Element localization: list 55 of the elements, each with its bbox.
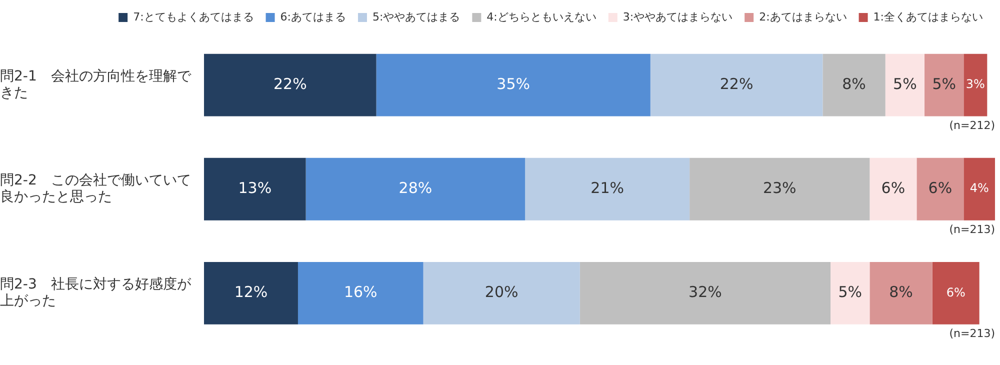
legend-label: 6:あてはまる xyxy=(280,10,346,24)
bar xyxy=(580,262,831,324)
data-label: 6% xyxy=(946,285,966,300)
data-label: 8% xyxy=(889,283,913,302)
legend-label: 7:とてもよくあてはまる xyxy=(133,10,254,24)
data-label: 5% xyxy=(932,74,956,93)
y-tick-label: 問2-2 この会社で働いていて良かったと思った xyxy=(0,172,191,206)
legend-label: 4:どちらともいえない xyxy=(486,10,596,24)
data-label: 35% xyxy=(496,74,530,93)
data-label: 5% xyxy=(893,74,917,93)
bar xyxy=(204,262,298,324)
data-label: 6% xyxy=(881,178,906,197)
data-label: 22% xyxy=(720,74,754,93)
bar xyxy=(650,54,823,116)
y-tick-label: 問2-1 会社の方向性を理解できた xyxy=(0,68,192,102)
bar xyxy=(690,158,870,220)
bar xyxy=(916,158,964,220)
data-label: 12% xyxy=(234,283,268,302)
bar xyxy=(870,262,932,324)
data-label: 16% xyxy=(344,283,378,302)
bar xyxy=(964,54,988,116)
data-label: 5% xyxy=(838,283,862,302)
legend-label: 5:ややあてはまる xyxy=(372,10,460,24)
bar xyxy=(306,158,526,220)
data-label: 20% xyxy=(484,283,518,302)
annotation: (n=212) xyxy=(949,119,995,132)
data-label: 23% xyxy=(762,178,796,197)
data-label: 21% xyxy=(590,178,624,197)
bar xyxy=(924,54,964,116)
bar xyxy=(830,262,870,324)
legend-label: 3:ややあてはまらない xyxy=(622,10,733,24)
annotation: (n=213) xyxy=(949,327,995,340)
bar xyxy=(932,262,980,324)
data-label: 3% xyxy=(966,77,985,92)
legend-label: 2:あてはまらない xyxy=(759,10,847,24)
bar xyxy=(376,54,650,116)
bar xyxy=(204,54,376,116)
data-label: 13% xyxy=(238,178,272,197)
data-label: 28% xyxy=(398,178,432,197)
bar xyxy=(298,262,424,324)
bar xyxy=(204,158,306,220)
data-label: 22% xyxy=(273,74,307,93)
bar xyxy=(964,158,995,220)
bar xyxy=(822,54,886,116)
data-label: 4% xyxy=(970,181,989,196)
annotation: (n=213) xyxy=(949,223,995,236)
bar xyxy=(870,158,917,220)
bar xyxy=(525,158,690,220)
y-tick-label: 問2-3 社長に対する好感度が上がった xyxy=(0,276,192,310)
data-label: 32% xyxy=(688,283,722,302)
bar xyxy=(423,262,580,324)
data-label: 8% xyxy=(842,74,866,93)
data-label: 6% xyxy=(928,178,952,197)
legend-label: 1:全くあてはまらない xyxy=(873,10,984,24)
bar xyxy=(885,54,925,116)
